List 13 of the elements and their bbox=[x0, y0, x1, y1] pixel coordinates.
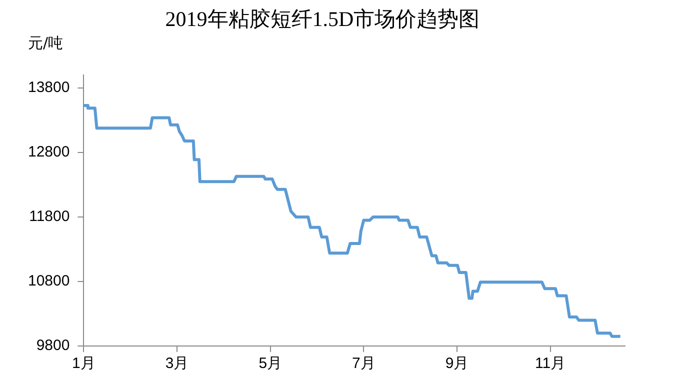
x-tick-label: 11月 bbox=[535, 355, 566, 372]
x-tick-label: 7月 bbox=[352, 355, 376, 372]
chart-title: 2019年粘胶短纤1.5D市场价趋势图 bbox=[165, 7, 480, 32]
x-tick-label: 9月 bbox=[445, 355, 469, 372]
y-tick-label: 10800 bbox=[28, 272, 70, 290]
y-axis-title: 元/吨 bbox=[28, 34, 64, 53]
y-tick-label: 12800 bbox=[28, 144, 70, 161]
y-tick-label: 9800 bbox=[36, 337, 70, 354]
x-tick-label: 5月 bbox=[258, 355, 282, 372]
x-tick-label: 1月 bbox=[72, 355, 96, 372]
y-tick-label: 11800 bbox=[29, 208, 70, 226]
y-tick-label: 13800 bbox=[28, 79, 70, 96]
x-tick-label: 3月 bbox=[165, 355, 189, 372]
